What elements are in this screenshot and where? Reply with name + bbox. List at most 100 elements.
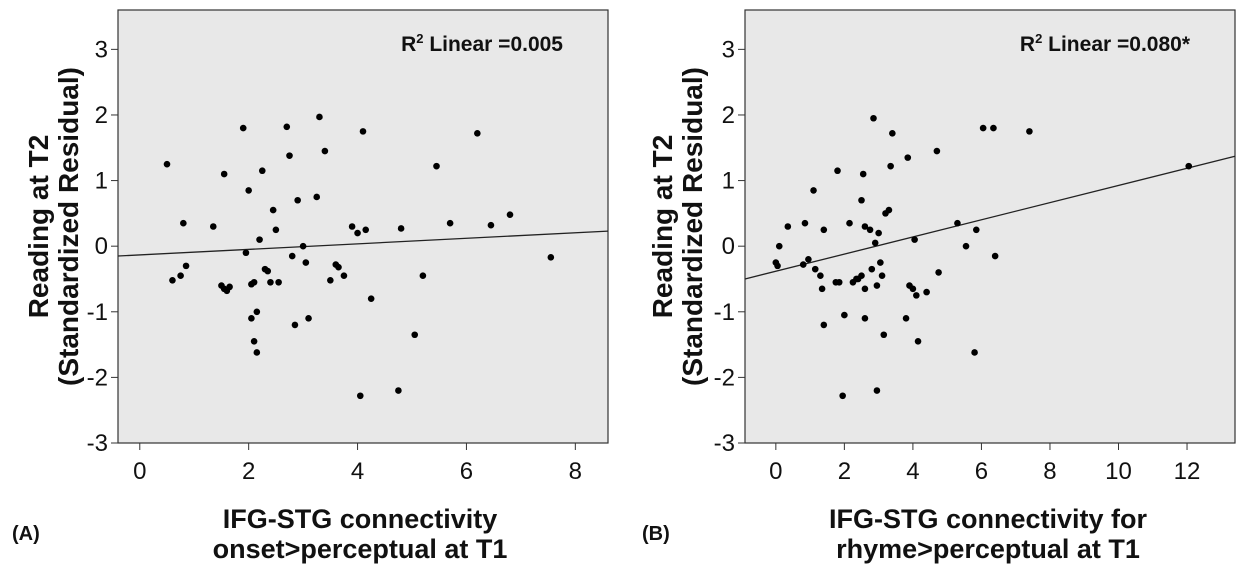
x-tick-label: 4 <box>351 458 364 485</box>
x-tick-label: 8 <box>569 458 582 485</box>
data-point <box>979 124 987 132</box>
data-point <box>954 219 961 227</box>
data-point <box>839 392 846 400</box>
y-tick-label: 1 <box>95 168 108 195</box>
data-point <box>547 254 555 261</box>
data-point <box>299 242 307 250</box>
data-point <box>859 170 867 178</box>
data-point <box>911 236 918 243</box>
fit-line <box>117 230 609 257</box>
data-point <box>242 249 250 257</box>
data-point <box>801 219 809 227</box>
data-point <box>419 272 427 280</box>
x-tick-label: 6 <box>460 458 473 485</box>
data-point <box>1026 128 1033 135</box>
data-point <box>775 242 783 250</box>
fit-line <box>744 155 1236 280</box>
x-tick-label: 12 <box>1174 458 1201 485</box>
data-point <box>904 154 912 161</box>
plot-area <box>117 9 609 444</box>
data-point <box>935 269 942 276</box>
data-point <box>258 167 266 175</box>
data-point <box>359 128 367 135</box>
data-point <box>362 226 370 234</box>
data-point <box>253 308 261 316</box>
data-point <box>226 283 233 291</box>
y-tick-label: 3 <box>722 36 735 63</box>
y-tick-label: 2 <box>722 102 735 129</box>
data-point <box>889 130 896 137</box>
data-point <box>321 147 329 155</box>
y-tick-label: -1 <box>714 299 735 326</box>
data-point <box>933 147 941 155</box>
y-tick-label: -1 <box>87 299 108 326</box>
x-tick-label: 2 <box>242 458 255 485</box>
plot-area <box>744 9 1236 444</box>
data-point <box>877 259 884 266</box>
data-point <box>913 292 920 299</box>
y-tick-label: -2 <box>87 364 108 391</box>
data-point <box>875 229 882 237</box>
data-point <box>177 272 184 280</box>
x-axis-label-line2: rhyme>perceptual at T1 <box>836 534 1140 564</box>
data-point <box>835 278 843 286</box>
y-tick-label: 2 <box>95 102 108 129</box>
data-point <box>283 123 291 131</box>
data-point <box>971 349 978 356</box>
data-point <box>866 226 874 234</box>
data-point <box>818 285 826 293</box>
data-point <box>820 226 828 234</box>
data-point <box>784 223 792 230</box>
y-tick-label: 1 <box>722 168 735 195</box>
data-point <box>269 206 277 214</box>
data-point <box>902 315 910 322</box>
data-point <box>302 259 310 266</box>
y-tick-label: -3 <box>714 430 735 457</box>
data-point <box>873 282 881 289</box>
data-point <box>962 242 970 250</box>
y-axis-label-line1: Reading at T2 <box>23 135 54 319</box>
data-point <box>991 252 999 260</box>
x-tick-label: 2 <box>838 458 851 485</box>
data-point <box>250 338 258 345</box>
data-point <box>909 285 917 293</box>
data-point <box>367 295 375 302</box>
data-point <box>846 219 853 227</box>
data-point <box>335 263 342 271</box>
data-point <box>914 338 922 345</box>
data-point <box>972 226 980 234</box>
data-point <box>411 331 419 339</box>
data-point <box>887 162 894 170</box>
data-point <box>873 387 881 394</box>
y-tick-label: -2 <box>714 364 735 391</box>
data-point <box>288 252 296 260</box>
data-point <box>817 272 824 280</box>
x-tick-label: 4 <box>906 458 919 485</box>
data-point <box>774 262 781 270</box>
data-point <box>180 219 187 227</box>
data-point <box>313 193 321 201</box>
data-point <box>248 315 255 322</box>
data-point <box>182 262 190 270</box>
data-point <box>294 196 301 204</box>
y-tick-label: 3 <box>95 36 108 63</box>
data-point <box>250 278 258 286</box>
data-point <box>799 261 807 268</box>
data-point <box>861 315 869 322</box>
data-point <box>163 160 171 168</box>
data-point <box>871 239 879 247</box>
y-axis-label-line1: Reading at T2 <box>647 135 678 319</box>
data-point <box>291 321 299 329</box>
y-tick-label: -3 <box>87 430 108 457</box>
data-point <box>316 113 323 121</box>
data-point <box>272 226 280 234</box>
x-tick-label: 0 <box>133 458 146 485</box>
data-point <box>834 167 841 175</box>
data-point <box>433 162 440 170</box>
x-tick-label: 6 <box>975 458 988 485</box>
data-point <box>474 130 481 137</box>
data-point <box>395 387 402 394</box>
data-point <box>256 236 263 243</box>
